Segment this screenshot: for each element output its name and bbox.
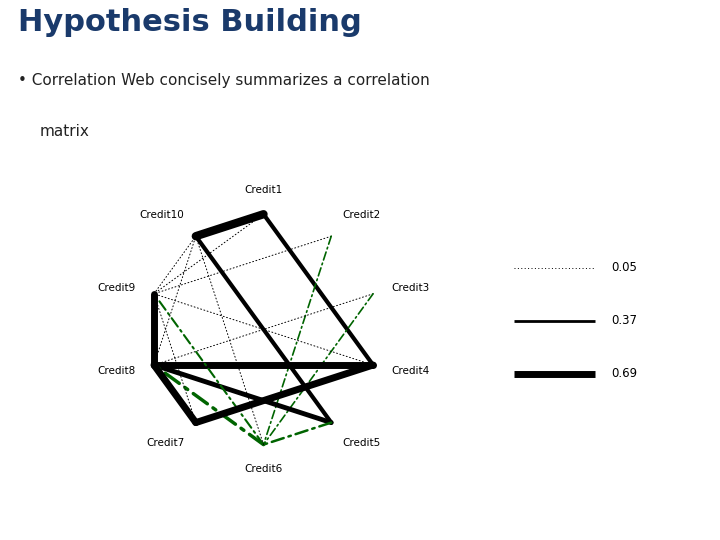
Text: Hypothesis Building: Hypothesis Building <box>18 8 361 37</box>
Text: 0.05: 0.05 <box>611 261 636 274</box>
Text: Credit2: Credit2 <box>343 211 381 220</box>
Text: 0.69: 0.69 <box>611 367 637 380</box>
Text: Credit9: Credit9 <box>97 283 135 293</box>
Text: Credit6: Credit6 <box>244 464 283 474</box>
Text: 0.37: 0.37 <box>611 314 637 327</box>
Text: Credit3: Credit3 <box>392 283 430 293</box>
Text: Credit5: Credit5 <box>343 438 381 448</box>
Text: Credit10: Credit10 <box>140 211 184 220</box>
Text: Credit4: Credit4 <box>392 366 430 376</box>
Text: • Correlation Web concisely summarizes a correlation: • Correlation Web concisely summarizes a… <box>18 72 430 87</box>
Text: matrix: matrix <box>40 124 89 139</box>
Text: Credit7: Credit7 <box>146 438 184 448</box>
Text: Credit1: Credit1 <box>244 185 283 194</box>
Text: 10: 10 <box>677 515 702 533</box>
Text: Credit8: Credit8 <box>97 366 135 376</box>
